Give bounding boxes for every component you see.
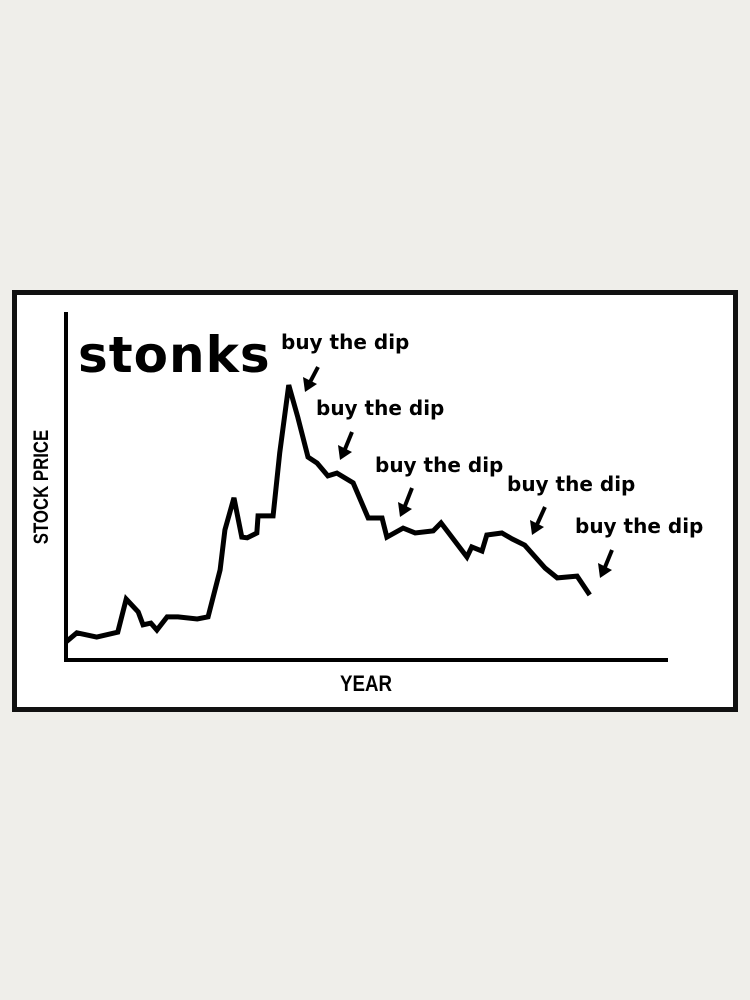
annotation-label: buy the dip	[507, 472, 636, 496]
arrow-head-icon	[338, 445, 352, 460]
arrow-head-icon	[530, 520, 544, 535]
y-axis-label: STOCK PRICE	[30, 429, 53, 545]
annotation-label: buy the dip	[375, 453, 504, 477]
annotation-label: buy the dip	[575, 514, 704, 538]
annotation-label: buy the dip	[281, 330, 410, 354]
arrow-head-icon	[303, 377, 317, 392]
annotation-label: buy the dip	[316, 396, 445, 420]
arrow-head-icon	[398, 502, 412, 517]
chart-title: stonks	[78, 326, 271, 384]
chart-frame	[12, 290, 738, 712]
arrow-head-icon	[598, 563, 612, 578]
x-axis-label: YEAR	[340, 671, 392, 696]
price-line	[64, 384, 592, 644]
